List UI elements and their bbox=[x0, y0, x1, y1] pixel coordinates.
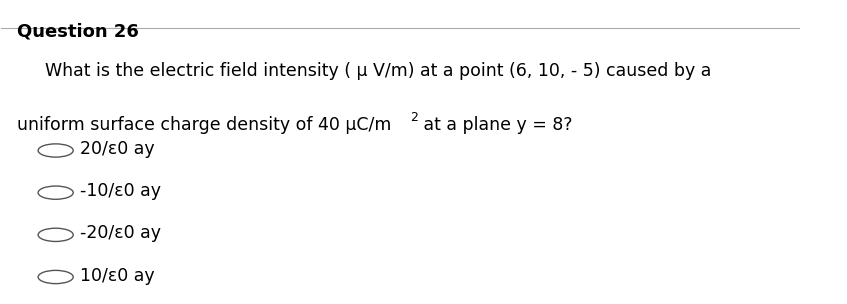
Text: 2: 2 bbox=[410, 111, 418, 124]
Text: Question 26: Question 26 bbox=[17, 22, 139, 40]
Text: -20/ε0 ay: -20/ε0 ay bbox=[80, 224, 161, 242]
Text: uniform surface charge density of 40 μC/m: uniform surface charge density of 40 μC/… bbox=[17, 116, 391, 134]
Text: at a plane y = 8?: at a plane y = 8? bbox=[418, 116, 573, 134]
Text: 20/ε0 ay: 20/ε0 ay bbox=[80, 140, 154, 158]
Text: -10/ε0 ay: -10/ε0 ay bbox=[80, 182, 161, 200]
Text: What is the electric field intensity ( μ V/m) at a point (6, 10, - 5) caused by : What is the electric field intensity ( μ… bbox=[45, 62, 711, 80]
Text: 10/ε0 ay: 10/ε0 ay bbox=[80, 267, 154, 285]
